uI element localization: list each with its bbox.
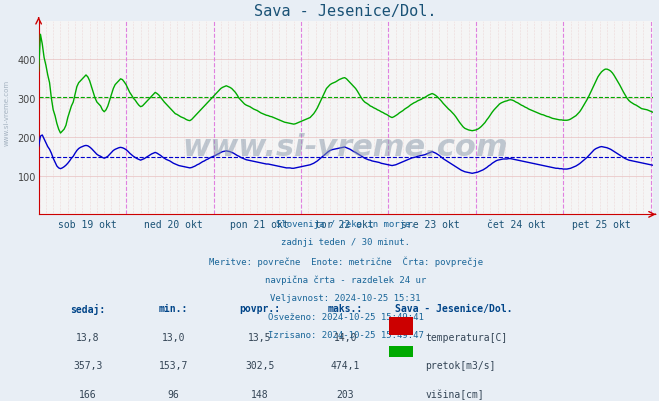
Text: 166: 166 xyxy=(79,389,97,399)
Text: Veljavnost: 2024-10-25 15:31: Veljavnost: 2024-10-25 15:31 xyxy=(270,294,421,302)
Text: 153,7: 153,7 xyxy=(159,360,188,371)
Text: zadnji teden / 30 minut.: zadnji teden / 30 minut. xyxy=(281,238,410,247)
FancyBboxPatch shape xyxy=(389,375,413,392)
Text: Meritve: povrečne  Enote: metrične  Črta: povprečje: Meritve: povrečne Enote: metrične Črta: … xyxy=(208,256,482,267)
Text: Slovenija / reke in morje.: Slovenija / reke in morje. xyxy=(275,219,415,228)
Text: min.:: min.: xyxy=(159,303,188,313)
Text: 13,5: 13,5 xyxy=(248,332,272,342)
Text: 14,0: 14,0 xyxy=(334,332,357,342)
FancyBboxPatch shape xyxy=(389,346,413,363)
Text: sedaj:: sedaj: xyxy=(70,303,105,314)
Text: temperatura[C]: temperatura[C] xyxy=(426,332,507,342)
Text: pretok[m3/s]: pretok[m3/s] xyxy=(426,360,496,371)
Text: maks.:: maks.: xyxy=(328,303,363,313)
Text: povpr.:: povpr.: xyxy=(239,303,280,313)
Text: www.si-vreme.com: www.si-vreme.com xyxy=(3,79,10,145)
Text: navpična črta - razdelek 24 ur: navpična črta - razdelek 24 ur xyxy=(265,275,426,284)
Text: 203: 203 xyxy=(337,389,355,399)
Text: 13,0: 13,0 xyxy=(162,332,185,342)
Text: www.si-vreme.com: www.si-vreme.com xyxy=(183,133,508,162)
Text: Osveženo: 2024-10-25 15:49:41: Osveženo: 2024-10-25 15:49:41 xyxy=(268,312,424,321)
Text: 96: 96 xyxy=(168,389,179,399)
Text: 474,1: 474,1 xyxy=(331,360,360,371)
Text: višina[cm]: višina[cm] xyxy=(426,389,484,399)
Text: Sava - Jesenice/Dol.: Sava - Jesenice/Dol. xyxy=(395,303,512,313)
Text: 302,5: 302,5 xyxy=(245,360,274,371)
Text: 13,8: 13,8 xyxy=(76,332,100,342)
Title: Sava - Jesenice/Dol.: Sava - Jesenice/Dol. xyxy=(254,4,437,19)
FancyBboxPatch shape xyxy=(389,318,413,335)
Text: 148: 148 xyxy=(251,389,268,399)
Text: 357,3: 357,3 xyxy=(73,360,102,371)
Text: Izrisano: 2024-10-25 15:49:47: Izrisano: 2024-10-25 15:49:47 xyxy=(268,330,424,339)
